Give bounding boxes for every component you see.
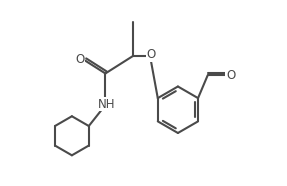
Text: NH: NH (98, 98, 115, 111)
Text: O: O (226, 69, 235, 82)
Text: O: O (146, 48, 156, 61)
Text: O: O (75, 53, 84, 66)
